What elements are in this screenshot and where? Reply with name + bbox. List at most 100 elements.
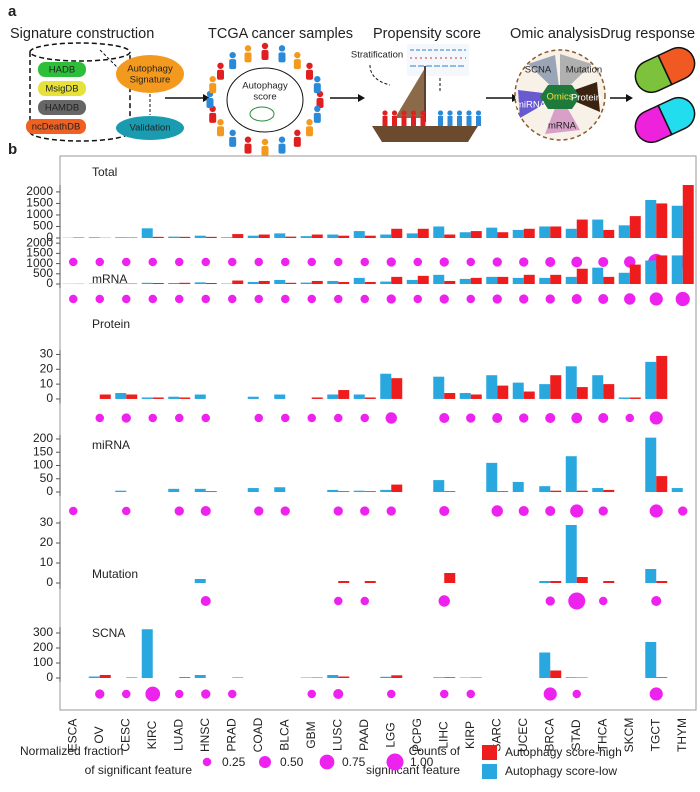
fraction-dot (228, 257, 237, 267)
bar (338, 676, 350, 678)
boat-people (382, 110, 482, 126)
bar (247, 235, 259, 238)
bar (486, 227, 498, 238)
step-title: Drug response (600, 26, 695, 42)
fraction-dot (201, 294, 210, 304)
fraction-dot (439, 412, 450, 424)
bar (671, 488, 683, 493)
legend-dot-label: 1.00 (410, 755, 434, 769)
person-head (229, 51, 236, 59)
y-tick-label: 20 (40, 361, 54, 375)
bar (497, 385, 509, 399)
step-title: Omic analysis (510, 26, 600, 42)
bar (603, 581, 615, 583)
person-body (278, 143, 286, 154)
fraction-dot (519, 413, 529, 423)
bar (258, 280, 270, 285)
bar (380, 373, 392, 399)
legend-dot (202, 757, 212, 767)
fraction-dot (174, 506, 184, 516)
person-head (382, 110, 388, 116)
x-tick-label: OV (92, 726, 106, 743)
bar (194, 488, 206, 493)
panel-title: mRNA (92, 272, 127, 286)
validation-ellipse (116, 116, 184, 140)
bar (603, 489, 615, 493)
signature-label: Signature (130, 75, 171, 86)
person-head (306, 62, 313, 69)
bar (523, 391, 535, 399)
person-body (278, 52, 286, 63)
bar (88, 676, 100, 678)
person-body (420, 116, 426, 126)
fraction-dot (492, 412, 503, 424)
bar (327, 394, 339, 399)
fraction-dot (201, 413, 210, 423)
x-tick-label: LIHC (436, 721, 450, 749)
bar (327, 675, 339, 678)
y-tick-label: 0 (46, 276, 53, 290)
person-head (456, 110, 463, 116)
person-body (476, 116, 481, 126)
fraction-dot (649, 292, 663, 306)
bar (512, 382, 524, 399)
fraction-dot (598, 293, 609, 305)
panel-label: b (8, 141, 17, 158)
bar (179, 236, 191, 238)
person-head (466, 110, 472, 116)
bar (433, 677, 445, 678)
legend-dot-label: 0.25 (222, 755, 246, 769)
bar (433, 274, 445, 285)
x-tick-label: PRAD (224, 718, 238, 752)
panel-title: miRNA (92, 438, 130, 452)
fraction-dot (492, 257, 502, 267)
x-tick-label: BRCA (542, 718, 556, 751)
fraction-dot (466, 294, 475, 304)
person-body (209, 83, 217, 94)
bar (391, 675, 403, 678)
omics-part: Protein (571, 93, 601, 104)
bar (523, 228, 535, 238)
fraction-dot (254, 413, 263, 423)
step-title: Propensity score (373, 26, 481, 42)
fraction-dot (413, 294, 422, 304)
x-tick-label: PCPG (410, 718, 424, 752)
y-tick-label: 30 (40, 515, 54, 529)
person-body (457, 116, 462, 126)
person-head (447, 110, 453, 116)
fraction-dot (122, 294, 131, 304)
omics-part: miRNA (516, 100, 547, 111)
fraction-dot (570, 504, 584, 518)
bar (603, 229, 615, 238)
bar (629, 264, 641, 285)
bar (417, 275, 429, 285)
fraction-dot (466, 257, 475, 267)
bar (353, 231, 365, 238)
db-name: ncDeathDB (32, 122, 81, 133)
fraction-dot (281, 294, 290, 304)
fraction-dot (439, 257, 449, 267)
bar (380, 489, 392, 493)
plot-frame (59, 155, 697, 711)
fraction-dot (201, 257, 210, 267)
y-tick-label: 1500 (26, 246, 53, 260)
x-tick-label: UCEC (516, 718, 530, 752)
person-body (217, 126, 225, 137)
person-head (229, 129, 236, 137)
y-tick-label: 0 (46, 391, 53, 405)
bar (656, 355, 668, 399)
legend-swatch (482, 745, 497, 760)
fraction-dot (228, 689, 237, 699)
fraction-dot (69, 294, 78, 304)
person-body (305, 126, 313, 137)
bar (603, 384, 615, 399)
pill (634, 46, 696, 94)
bar (338, 281, 350, 285)
person-body (229, 136, 237, 147)
bar (152, 397, 164, 399)
x-tick-label: KIRP (463, 721, 477, 749)
legend-dot (386, 753, 404, 771)
bar (194, 235, 206, 238)
bar (327, 489, 339, 493)
bar (550, 375, 562, 399)
